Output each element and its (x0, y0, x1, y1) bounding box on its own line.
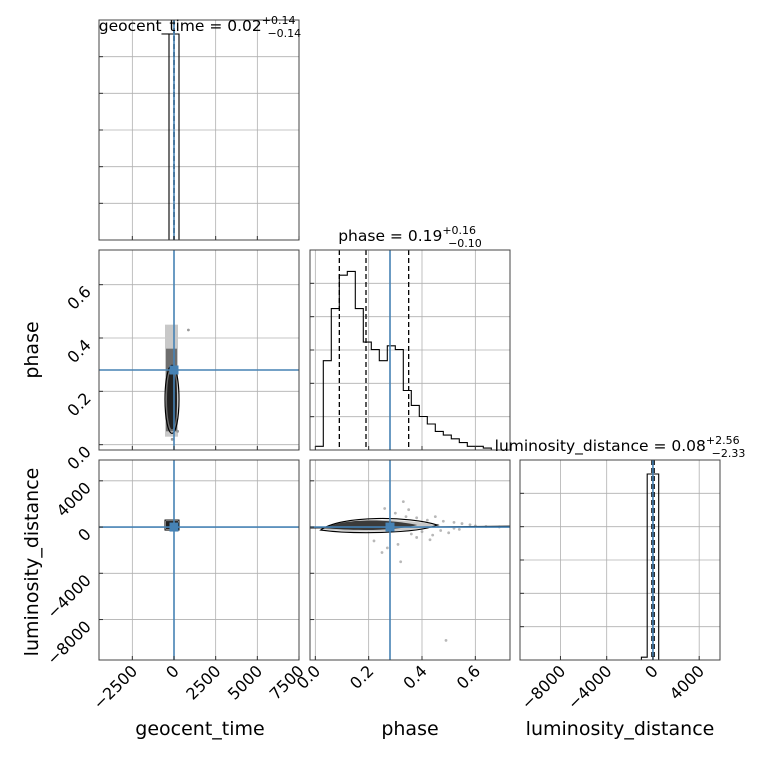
x-tick-label: −2500 (89, 661, 141, 713)
x-tick-label: 2500 (182, 661, 224, 703)
grid-lines (99, 460, 300, 660)
panel-luminosity-distance-histogram (519, 459, 721, 661)
scatter-point (415, 516, 419, 520)
scatter-point (415, 536, 419, 539)
x-tick-label: 0.6 (453, 661, 484, 692)
x-axis-label-luminosity-distance: luminosity_distance (526, 718, 715, 740)
y-tick-label: −4000 (43, 571, 95, 623)
scatter-point (444, 638, 448, 642)
truth-marker (385, 522, 395, 532)
x-axis-label-phase: phase (381, 718, 438, 740)
scatter-point (425, 518, 429, 522)
panel-phase-histogram (309, 249, 511, 451)
x-axis-label-geocent-time: geocent_time (135, 718, 264, 740)
histogram-step-line (99, 33, 299, 240)
scatter-point (407, 508, 411, 512)
x-tick-label: 0.2 (346, 661, 377, 692)
scatter-point (452, 521, 456, 524)
y-tick-label: 0.0 (63, 442, 94, 473)
scatter-point (409, 532, 413, 536)
density-marks (310, 460, 510, 660)
scatter-point (404, 515, 408, 519)
density-marks (99, 460, 299, 660)
scatter-point (380, 551, 384, 554)
tick-marks (99, 284, 300, 450)
panel-frame (98, 459, 300, 661)
contour-line (319, 517, 439, 534)
scatter-point (420, 530, 424, 534)
title-geocent-time: geocent_time = 0.02+0.14 −0.14 (99, 14, 301, 40)
scatter-point (441, 519, 445, 523)
contour-line (164, 364, 180, 434)
grid-lines (310, 460, 510, 660)
x-tick-label: −8000 (518, 661, 570, 713)
title-phase: phase = 0.19+0.16 −0.10 (338, 224, 482, 250)
y-tick-label: 0.2 (63, 389, 94, 420)
scatter-point (383, 507, 387, 510)
scatter-point (372, 539, 376, 543)
x-tick-label: 0.4 (399, 661, 430, 692)
scatter-point (187, 328, 190, 332)
x-tick-label: 0 (641, 661, 662, 682)
y-tick-label: 4000 (53, 478, 95, 520)
density-core (167, 369, 177, 430)
scatter-point (385, 546, 389, 550)
x-tick-label: 4000 (666, 661, 708, 703)
scatter-point (433, 515, 437, 519)
scatter-point (399, 560, 403, 564)
scatter-point (401, 500, 405, 504)
y-tick-label: −8000 (43, 617, 95, 669)
grid-lines (99, 20, 300, 240)
truth-marker (169, 365, 179, 375)
panel-phase-vs-geocent-time (98, 249, 300, 451)
title-luminosity-distance: luminosity_distance = 0.08+2.56 −2.33 (495, 434, 746, 460)
x-tick-label: 5000 (224, 661, 266, 703)
histogram-step-line (315, 270, 508, 450)
scatter-point (457, 527, 461, 531)
histogram-marks (315, 250, 508, 450)
tick-marks (99, 56, 300, 240)
grid-lines (310, 250, 510, 450)
panel-luminosity-distance-vs-phase (309, 459, 511, 661)
y-tick-label: 0.6 (63, 282, 94, 313)
scatter-point (393, 511, 397, 515)
tick-marks (99, 480, 300, 660)
truth-marker (169, 522, 179, 532)
panel-frame (98, 249, 300, 451)
density-marks (99, 250, 299, 450)
panel-frame (309, 459, 511, 661)
x-tick-label: 0 (162, 661, 183, 682)
scatter-point (176, 429, 180, 433)
histogram-step-line (520, 473, 720, 660)
tick-marks (520, 492, 700, 660)
y-tick-label: 0.4 (63, 335, 94, 366)
scatter-point (431, 533, 435, 537)
scatter-point (396, 542, 400, 546)
scatter-point (170, 437, 174, 441)
histogram-marks (99, 20, 299, 240)
y-axis-label-phase: phase (21, 321, 43, 378)
tick-marks (310, 480, 476, 660)
tick-marks (310, 282, 476, 450)
scatter-point (439, 529, 443, 532)
x-tick-label: −4000 (564, 661, 616, 713)
panel-geocent-time-histogram (98, 19, 300, 241)
grid-lines (520, 460, 720, 660)
scatter-point (460, 522, 464, 525)
y-tick-label: 0 (74, 524, 95, 545)
scatter-point (428, 538, 432, 542)
panel-luminosity-distance-vs-geocent-time (98, 459, 300, 661)
grid-lines (99, 250, 300, 450)
scatter-point (447, 531, 451, 535)
scatter-point (468, 523, 472, 527)
histogram-marks (520, 460, 720, 660)
y-axis-label-luminosity-distance: luminosity_distance (21, 468, 43, 657)
